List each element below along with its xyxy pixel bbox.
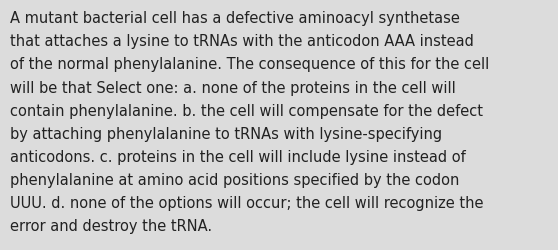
Text: of the normal phenylalanine. The consequence of this for the cell: of the normal phenylalanine. The consequ… [10,57,489,72]
Text: contain phenylalanine. b. the cell will compensate for the defect: contain phenylalanine. b. the cell will … [10,103,483,118]
Text: A mutant bacterial cell has a defective aminoacyl synthetase: A mutant bacterial cell has a defective … [10,11,460,26]
Text: by attaching phenylalanine to tRNAs with lysine-specifying: by attaching phenylalanine to tRNAs with… [10,126,442,141]
Text: anticodons. c. proteins in the cell will include lysine instead of: anticodons. c. proteins in the cell will… [10,149,466,164]
Text: error and destroy the tRNA.: error and destroy the tRNA. [10,218,212,233]
Text: will be that Select one: a. none of the proteins in the cell will: will be that Select one: a. none of the … [10,80,456,95]
Text: UUU. d. none of the options will occur; the cell will recognize the: UUU. d. none of the options will occur; … [10,195,484,210]
Text: that attaches a lysine to tRNAs with the anticodon AAA instead: that attaches a lysine to tRNAs with the… [10,34,474,49]
Text: phenylalanine at amino acid positions specified by the codon: phenylalanine at amino acid positions sp… [10,172,459,187]
